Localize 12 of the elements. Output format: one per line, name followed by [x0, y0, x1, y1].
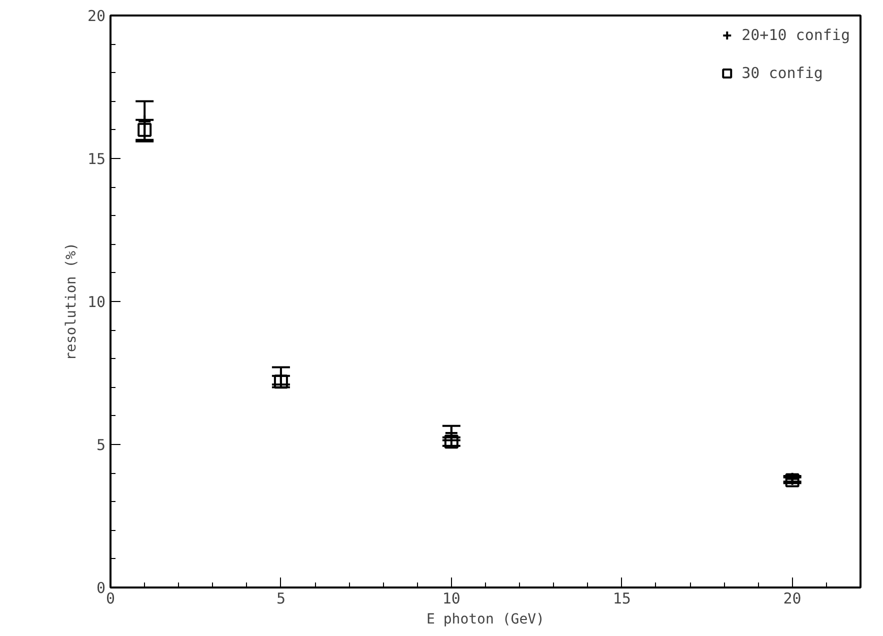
y-tick-label: 15	[87, 150, 106, 168]
x-axis-title: E photon (GeV)	[426, 612, 545, 628]
x-tick-label: 10	[442, 590, 460, 608]
y-tick-label: 10	[87, 293, 106, 311]
x-tick-label: 20	[783, 590, 802, 608]
y-axis-title: resolution (%)	[63, 242, 80, 360]
x-tick-label: 15	[612, 590, 631, 608]
y-tick-label: 5	[96, 436, 106, 454]
y-tick-label: 20	[87, 7, 106, 25]
x-tick-label: 5	[276, 590, 286, 608]
legend-label: 30 config	[742, 64, 823, 82]
legend-label: 20+10 config	[742, 26, 850, 44]
